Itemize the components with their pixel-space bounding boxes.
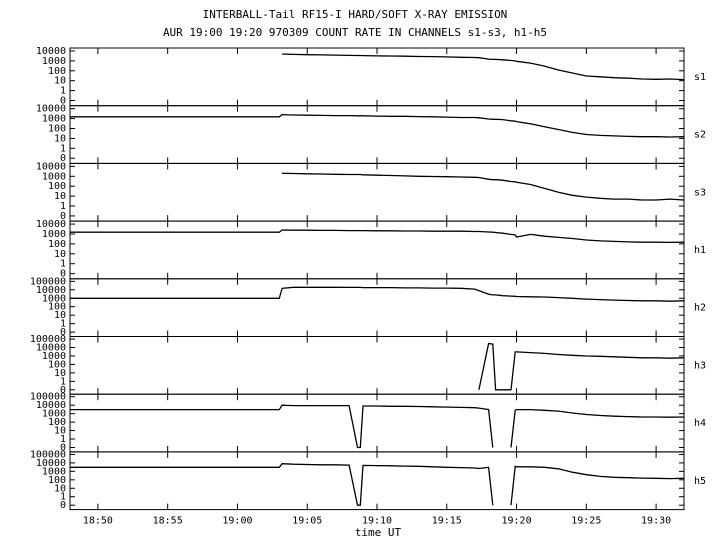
y-tick-label: 10000 — [36, 46, 66, 57]
series-label: h1 — [694, 245, 706, 256]
y-tick-label: 10000 — [36, 343, 66, 354]
series-line — [70, 463, 685, 506]
y-tick-label: 1000 — [42, 409, 66, 420]
y-tick-label: 1000 — [42, 229, 66, 240]
series-label: h3 — [694, 360, 706, 371]
y-tick-label: 1 — [60, 492, 66, 503]
y-tick-label: 0 — [60, 153, 66, 164]
series-line — [478, 342, 685, 391]
y-tick-label: 0 — [60, 269, 66, 280]
y-tick-label: 10000 — [36, 219, 66, 230]
y-tick-label: 0 — [60, 500, 66, 511]
y-tick-label: 0 — [60, 211, 66, 222]
y-tick-label: 100000 — [30, 276, 66, 287]
y-tick-label: 100 — [48, 417, 66, 428]
y-tick-label: 100 — [48, 181, 66, 192]
series-line — [70, 229, 685, 244]
y-tick-label: 10 — [54, 191, 66, 202]
series-line — [70, 286, 685, 302]
chart-title: INTERBALL-Tail RF15-I HARD/SOFT X-RAY EM… — [203, 8, 508, 21]
y-tick-label: 1 — [60, 86, 66, 97]
x-tick-label: 19:05 — [292, 516, 322, 527]
series-label: h2 — [694, 303, 706, 314]
series-label: h5 — [694, 476, 706, 487]
y-tick-label: 10000 — [36, 400, 66, 411]
y-tick-label: 100 — [48, 359, 66, 370]
y-tick-label: 1000 — [42, 114, 66, 125]
x-tick-label: 18:50 — [83, 516, 113, 527]
series-label: h4 — [694, 418, 706, 429]
series-label: s3 — [694, 187, 706, 198]
y-tick-label: 10 — [54, 483, 66, 494]
x-axis-label: time UT — [355, 526, 402, 539]
y-tick-label: 10 — [54, 249, 66, 260]
y-tick-label: 10 — [54, 133, 66, 144]
y-tick-label: 1000 — [42, 171, 66, 182]
y-tick-label: 0 — [60, 385, 66, 396]
x-tick-label: 18:55 — [153, 516, 183, 527]
y-tick-label: 1 — [60, 259, 66, 270]
y-tick-label: 1 — [60, 143, 66, 154]
x-tick-label: 19:25 — [571, 516, 601, 527]
y-tick-label: 1 — [60, 201, 66, 212]
series-line — [70, 404, 685, 449]
y-tick-label: 100 — [48, 302, 66, 313]
series-label: s1 — [694, 72, 706, 83]
y-tick-label: 10000 — [36, 104, 66, 115]
x-tick-label: 19:30 — [641, 516, 671, 527]
y-tick-label: 10000 — [36, 458, 66, 469]
y-tick-label: 100 — [48, 475, 66, 486]
x-tick-label: 19:15 — [432, 516, 462, 527]
y-tick-label: 100 — [48, 239, 66, 250]
y-tick-label: 0 — [60, 442, 66, 453]
y-tick-label: 1000 — [42, 466, 66, 477]
y-tick-label: 10 — [54, 76, 66, 87]
series-label: s2 — [694, 130, 706, 141]
chart-subtitle: AUR 19:00 19:20 970309 COUNT RATE IN CHA… — [163, 26, 547, 39]
y-tick-label: 1 — [60, 376, 66, 387]
y-tick-label: 10000 — [36, 161, 66, 172]
y-tick-label: 100000 — [30, 392, 66, 403]
y-tick-label: 100000 — [30, 449, 66, 460]
y-tick-label: 1000 — [42, 293, 66, 304]
y-tick-label: 100 — [48, 123, 66, 134]
y-tick-label: 100000 — [30, 334, 66, 345]
y-tick-label: 0 — [60, 327, 66, 338]
y-tick-label: 10 — [54, 426, 66, 437]
y-tick-label: 100 — [48, 66, 66, 77]
x-tick-label: 19:10 — [362, 516, 392, 527]
y-tick-label: 1000 — [42, 351, 66, 362]
x-tick-label: 19:20 — [501, 516, 531, 527]
y-tick-label: 1 — [60, 319, 66, 330]
y-tick-label: 0 — [60, 96, 66, 107]
y-tick-label: 10 — [54, 368, 66, 379]
x-tick-label: 19:00 — [222, 516, 252, 527]
y-tick-label: 10 — [54, 310, 66, 321]
y-tick-label: 1000 — [42, 56, 66, 67]
series-line — [282, 172, 685, 201]
y-tick-label: 10000 — [36, 285, 66, 296]
series-line — [282, 53, 685, 81]
series-line — [70, 113, 685, 138]
y-tick-label: 1 — [60, 434, 66, 445]
